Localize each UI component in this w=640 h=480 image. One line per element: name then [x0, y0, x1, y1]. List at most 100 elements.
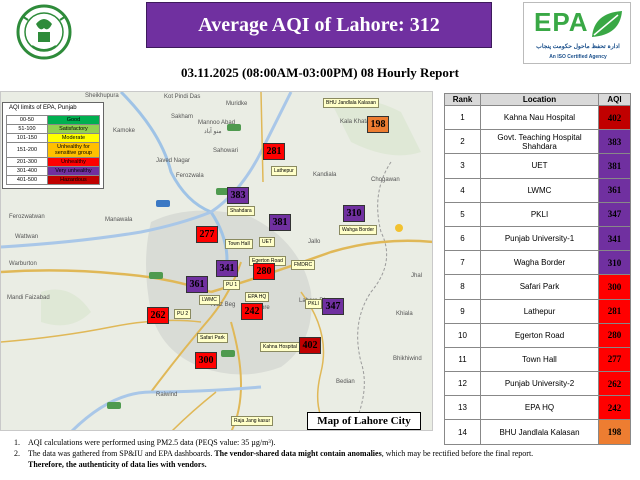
station-aqi-box: 347: [322, 298, 344, 315]
legend-range: 201-300: [6, 157, 48, 167]
location-cell: Punjab University-2: [480, 371, 599, 397]
legend-category: Good: [46, 115, 101, 125]
map-place-label: Sakham: [171, 114, 194, 120]
station-aqi-box: 277: [196, 226, 218, 243]
station-aqi-box: 402: [299, 337, 321, 354]
station-aqi-box: 361: [186, 276, 208, 293]
station-label: PU 2: [174, 309, 192, 319]
map-place-label: Kala Khatai: [340, 119, 371, 125]
map-place-label: Mannoo Abad: [198, 120, 236, 126]
map-place-label: Sahowari: [213, 148, 239, 154]
aqi-cell: 198: [598, 419, 631, 445]
rank-cell: 11: [444, 346, 481, 373]
aqi-cell: 310: [598, 250, 631, 276]
legend-range: 151-200: [6, 142, 48, 158]
epa-logo-word: EPA: [534, 7, 589, 37]
rank-cell: 12: [444, 371, 481, 397]
station-aqi-box: 310: [343, 205, 365, 222]
map-place-label: Kot Pindi Das: [164, 94, 201, 100]
aqi-cell: 347: [598, 201, 631, 227]
station-label: BHU Jandlala Kalasan: [323, 98, 380, 108]
table-row: 9 Lathepur 281: [444, 298, 631, 324]
location-cell: Wagha Border: [480, 250, 599, 276]
table-row: 11 Town Hall 277: [444, 346, 631, 373]
legend-row: 00-50 Good: [6, 115, 101, 125]
aqi-cell: 262: [598, 371, 631, 397]
report-date-line: 03.11.2025 (08:00AM-03:00PM) 08 Hourly R…: [180, 65, 459, 80]
map-place-label: Mandi Faizabad: [7, 295, 50, 301]
legend-row: 301-400 Very unhealthy: [6, 166, 101, 176]
note-1-text: AQI calculations were performed using PM…: [28, 438, 276, 447]
legend-category: Hazardous: [46, 175, 101, 185]
map-place-label: Muridke: [226, 101, 248, 107]
table-row: 7 Wagha Border 310: [444, 250, 631, 276]
legend-range: 51-100: [6, 124, 48, 134]
map-place-label: منو آباد: [204, 129, 222, 135]
aqi-cell: 242: [598, 395, 631, 421]
legend-category: Unhealthy: [46, 157, 101, 167]
map-place-label: Javed Nagar: [156, 158, 191, 164]
legend-category: Unhealthy for sensitive group: [46, 142, 101, 158]
aqi-legend: AQI limits of EPA, Punjab 00-50 Good 51-10…: [2, 102, 104, 189]
station-label: UET: [259, 237, 275, 247]
note-2-number: 2.: [14, 449, 20, 458]
map-place-label: Sheikhupura: [85, 93, 119, 99]
map-place-label: Niaz Beg: [211, 302, 236, 308]
rank-cell: 10: [444, 322, 481, 348]
note-2: 2. The data was gathered from SP&IU and …: [14, 448, 634, 470]
legend-table: 00-50 Good 51-100 Satisfactory 101-150 Modera…: [6, 115, 101, 185]
note-1: 1. AQI calculations were performed using…: [14, 437, 634, 448]
epa-logo-urdu: ادارہ تحفظ ماحول حکومت پنجاب: [536, 44, 620, 50]
legend-row: 151-200 Unhealthy for sensitive group: [6, 142, 101, 158]
location-cell: Kahna Nau Hospital: [480, 104, 599, 131]
table-row: 12 Punjab University-2 262: [444, 371, 631, 397]
legend-category: Very unhealthy: [46, 166, 101, 176]
map-place-label: Bhikhiwind: [393, 356, 422, 362]
map-place-label: Wattwan: [15, 234, 39, 240]
rank-cell: 13: [444, 395, 481, 421]
legend-title: AQI limits of EPA, Punjab: [9, 105, 77, 111]
legend-row: 101-150 Moderate: [6, 133, 101, 143]
rank-cell: 5: [444, 201, 481, 227]
station-label: Raja Jang kasur: [231, 416, 274, 426]
title-banner: Average AQI of Lahore: 312: [146, 2, 492, 48]
leaf-icon: [592, 11, 622, 37]
aqi-header: AQI: [598, 93, 631, 106]
rank-cell: 3: [444, 153, 481, 179]
legend-row: 201-300 Unhealthy: [6, 157, 101, 167]
station-aqi-box: 198: [367, 116, 389, 133]
station-label: EPA HQ: [245, 292, 270, 302]
legend-range: 101-150: [6, 133, 48, 143]
lahore-map: SheikhupuraSheikhupuraKot Pindi DasMurid…: [0, 91, 433, 431]
rank-cell: 4: [444, 177, 481, 203]
map-place-label: Raiwind: [156, 392, 178, 398]
location-cell: LWMC: [480, 177, 599, 203]
aqi-cell: 402: [598, 104, 631, 131]
aqi-cell: 281: [598, 298, 631, 324]
map-place-label: Kandiala: [313, 172, 337, 178]
station-label: Town Hall: [225, 239, 253, 249]
station-label: PKLI: [305, 299, 322, 309]
station-aqi-box: 383: [227, 187, 249, 204]
note-2-text-c: , which may be rectified before the fina…: [381, 449, 534, 458]
map-place-label: Bedian: [336, 379, 355, 385]
table-row: 5 PKLI 347: [444, 201, 631, 227]
table-row: 2 Govt. Teaching Hospital Shahdara 383: [444, 129, 631, 155]
aqi-cell: 277: [598, 346, 631, 373]
station-label: PU 1: [223, 280, 241, 290]
aqi-cell: 383: [598, 129, 631, 155]
table-row: 3 UET 381: [444, 153, 631, 179]
station-label: FMDRC: [291, 260, 316, 270]
map-place-label: Ferozwatwan: [9, 214, 45, 220]
station-label: Kahna Hospital: [260, 342, 300, 352]
location-header: Location: [480, 93, 599, 106]
table-row: 8 Safari Park 300: [444, 274, 631, 300]
notes: 1. AQI calculations were performed using…: [14, 437, 634, 470]
station-aqi-box: 381: [269, 214, 291, 231]
station-label: Lathepur: [271, 166, 297, 176]
table-row: 6 Punjab University-1 341: [444, 225, 631, 252]
aqi-cell: 361: [598, 177, 631, 203]
rank-cell: 7: [444, 250, 481, 276]
table-row: 10 Egerton Road 280: [444, 322, 631, 348]
legend-row: 401-500 Hazardous: [6, 175, 101, 185]
